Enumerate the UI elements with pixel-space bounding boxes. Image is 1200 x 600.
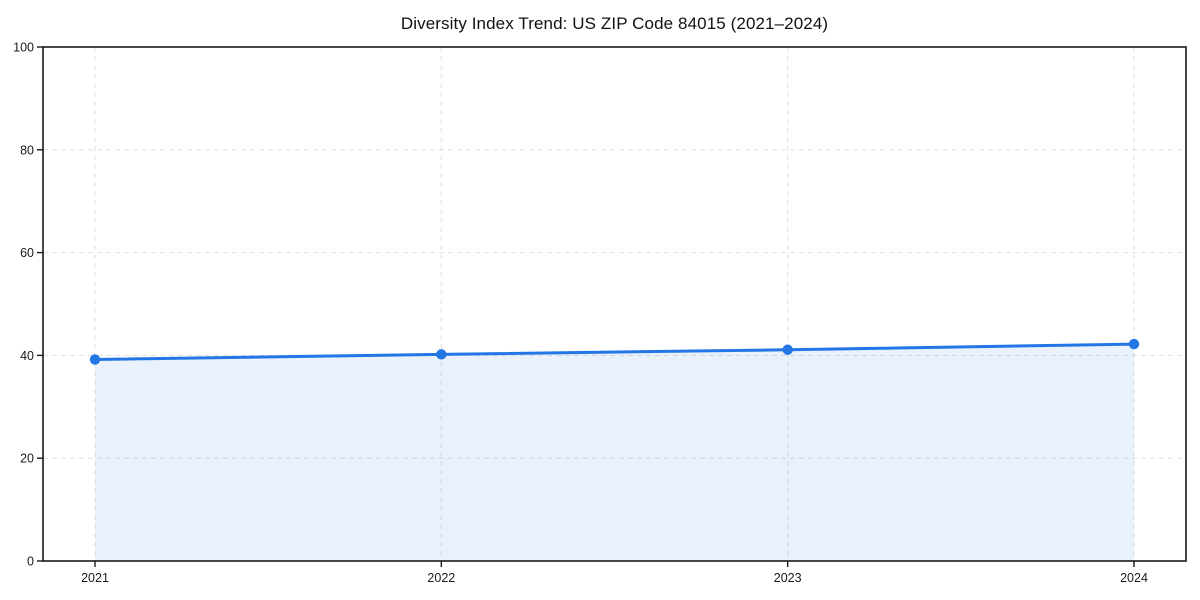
y-tick-label: 80 (20, 143, 34, 157)
y-tick-label: 40 (20, 349, 34, 363)
data-point-marker (1128, 338, 1140, 350)
trend-line (93, 342, 1136, 362)
area-fill (95, 344, 1134, 561)
x-tick-label: 2022 (427, 571, 455, 585)
x-tick-label: 2023 (774, 571, 802, 585)
x-tick-label: 2024 (1120, 571, 1148, 585)
x-tick-label: 2021 (81, 571, 109, 585)
plot-border (42, 46, 1187, 562)
data-point-marker (782, 344, 793, 355)
data-point-marker (89, 354, 101, 365)
y-tick-label: 20 (20, 452, 34, 466)
y-tick-label: 100 (13, 41, 34, 55)
y-tick-label: 60 (20, 246, 34, 260)
chart-title: Diversity Index Trend: US ZIP Code 84015… (400, 14, 829, 33)
y-tick-label: 0 (27, 555, 34, 569)
data-point-marker (436, 349, 447, 360)
